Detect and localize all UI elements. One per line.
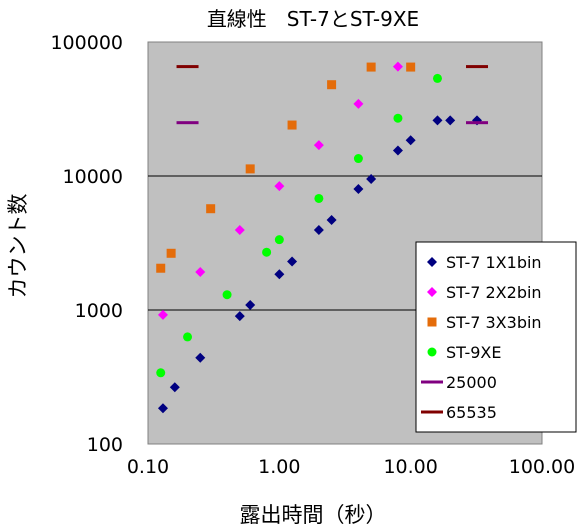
point-s0-4: [245, 299, 256, 310]
point-s5-0: [176, 65, 199, 69]
point-s2-2: [206, 204, 216, 214]
y-tick-label-0: 100: [87, 434, 123, 456]
point-s3-3: [262, 247, 272, 257]
point-s1-5: [353, 98, 364, 109]
legend-marker-3: [427, 347, 437, 357]
point-s1-2: [234, 225, 245, 236]
x-axis-title: 露出時間（秒）: [240, 503, 387, 527]
point-s1-0: [157, 309, 168, 320]
legend-marker-1: [427, 287, 437, 297]
legend-label-4: 25000: [446, 373, 497, 392]
point-s2-7: [406, 62, 416, 72]
legend-label-1: ST-7 2X2bin: [446, 283, 542, 302]
point-s0-11: [392, 145, 403, 156]
point-s0-7: [313, 225, 324, 236]
x-tick-label-3: 100.00: [509, 456, 575, 478]
point-s0-2: [195, 352, 206, 363]
point-s0-13: [432, 115, 443, 126]
point-s3-2: [222, 290, 232, 300]
point-s3-7: [393, 113, 403, 123]
legend-marker-4: [421, 380, 443, 384]
legend-box: [415, 241, 577, 433]
chart-title: 直線性 ST-7とST-9XE: [207, 7, 419, 31]
point-s1-3: [274, 181, 285, 192]
point-s2-4: [287, 120, 297, 130]
point-s3-6: [353, 154, 363, 164]
point-s2-5: [327, 80, 337, 90]
point-s3-0: [156, 368, 166, 378]
legend-label-0: ST-7 1X1bin: [446, 253, 542, 272]
y-tick-labels: 100 1000 10000 100000: [50, 32, 123, 456]
x-tick-label-2: 10.00: [383, 456, 437, 478]
point-s0-0: [157, 403, 168, 414]
data-points: [156, 61, 489, 414]
point-s0-1: [169, 382, 180, 393]
point-s1-4: [313, 140, 324, 151]
point-s0-10: [366, 173, 377, 184]
x-tick-label-0: 0.10: [127, 456, 169, 478]
y-tick-label-1: 1000: [75, 300, 123, 322]
legend: ST-7 1X1bin ST-7 2X2bin ST-7 3X3bin ST-9XE 2…: [415, 241, 577, 433]
point-s3-8: [432, 73, 442, 83]
point-s2-6: [366, 62, 376, 72]
legend-label-2: ST-7 3X3bin: [446, 313, 542, 332]
point-s2-3: [245, 164, 255, 174]
point-s0-5: [274, 269, 285, 280]
point-s4-1: [466, 121, 489, 125]
point-s0-8: [326, 214, 337, 225]
point-s2-0: [156, 263, 166, 273]
point-s0-6: [287, 256, 298, 267]
point-s3-4: [274, 235, 284, 245]
point-s1-6: [392, 61, 403, 72]
x-tick-labels: 0.10 1.00 10.00 100.00: [127, 456, 575, 478]
point-s3-1: [183, 332, 193, 342]
point-s4-0: [176, 121, 199, 125]
point-s0-9: [353, 183, 364, 194]
legend-marker-0: [427, 257, 437, 267]
legend-label-5: 65535: [446, 403, 497, 422]
y-tick-label-3: 100000: [50, 32, 123, 54]
y-axis-title: カウント数: [6, 194, 30, 299]
x-tick-label-1: 1.00: [258, 456, 300, 478]
point-s5-1: [466, 65, 489, 69]
y-tick-label-2: 10000: [63, 166, 123, 188]
legend-label-3: ST-9XE: [446, 343, 501, 362]
point-s2-1: [166, 248, 176, 258]
legend-marker-5: [421, 410, 443, 414]
point-s0-12: [405, 135, 416, 146]
point-s0-14: [445, 115, 456, 126]
point-s0-3: [234, 311, 245, 322]
point-s3-5: [314, 193, 324, 203]
legend-marker-2: [427, 317, 437, 327]
point-s1-1: [195, 267, 206, 278]
